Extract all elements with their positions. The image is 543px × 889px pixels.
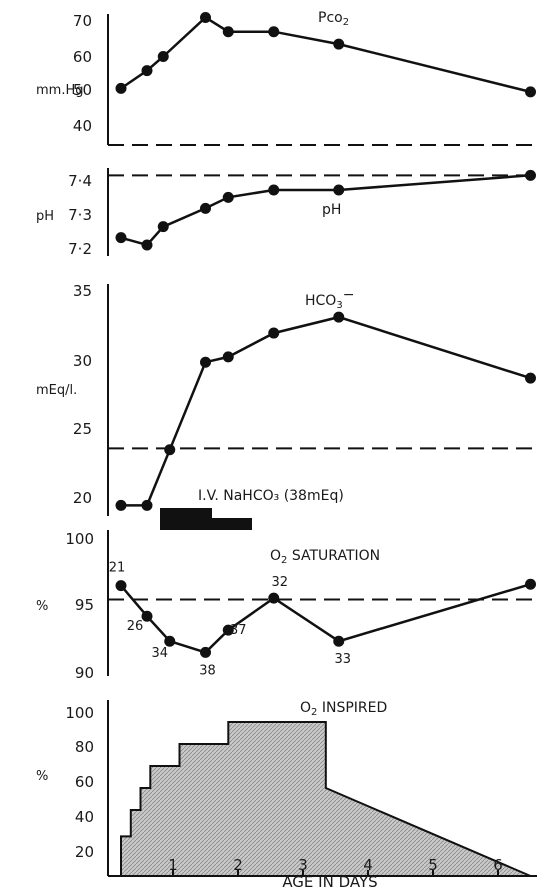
ph-data-point [525, 169, 536, 181]
o2-saturation-data-point [222, 624, 234, 636]
pco2-data-point [157, 50, 169, 62]
ph-y-tick: 7·2 [68, 240, 92, 258]
o2-saturation-data-point [115, 580, 127, 592]
ph-data-point [222, 191, 234, 203]
o2-saturation-data-point [333, 635, 345, 647]
hco3-data-point [115, 499, 127, 511]
x-axis-tick-label: 3 [298, 856, 308, 874]
o2-saturation-data-point [200, 646, 211, 658]
o2-saturation-y-tick: 90 [75, 664, 94, 682]
o2-inspired-area [120, 721, 531, 877]
o2-inspired-y-tick: 40 [75, 808, 94, 826]
hco3-panel: 35 30 25 20 mEq/l. HCO3− I.V. NaHCO₃ (38… [36, 282, 537, 530]
pco2-data-point [115, 82, 127, 94]
o2-saturation-line [120, 583, 531, 654]
hco3-y-tick: 30 [73, 352, 92, 370]
x-axis-tick-label: 6 [493, 856, 503, 874]
pco2-y-tick: 50 [73, 81, 92, 99]
o2-saturation-point-label: 26 [127, 619, 144, 634]
x-axis-ticks [172, 870, 499, 876]
ph-data-point [268, 184, 280, 196]
o2-saturation-y-tick: 95 [75, 596, 94, 614]
o2-saturation-panel: 100 95 90 % O2 SATURATION 21 26 34 38 37 32 33 [36, 530, 537, 682]
pco2-y-tick: 40 [73, 117, 92, 135]
o2-saturation-point-label: 38 [199, 663, 216, 678]
x-axis-tick-label: 5 [428, 856, 438, 874]
ph-data-point [200, 202, 211, 214]
ph-data-point [141, 239, 153, 251]
nahco3-infusion-bar [212, 518, 252, 530]
pco2-data-point [525, 86, 536, 98]
o2-inspired-title: O2 INSPIRED [300, 700, 387, 718]
ph-y-label: pH [36, 209, 54, 224]
pco2-series-label: Pco2 [318, 10, 349, 28]
o2-saturation-point-label: 33 [334, 652, 351, 667]
hco3-data-point [268, 327, 280, 339]
pco2-data-point [268, 26, 280, 38]
pco2-data-point [141, 65, 153, 77]
pco2-data-point [222, 26, 234, 38]
hco3-y-tick: 25 [73, 420, 92, 438]
o2-saturation-y-label: % [36, 599, 48, 614]
o2-inspired-y-tick: 100 [65, 704, 94, 722]
pco2-y-tick: 60 [73, 48, 92, 66]
ph-data-point [157, 221, 169, 233]
o2-saturation-point-label: 37 [230, 623, 247, 638]
o2-saturation-title: O2 SATURATION [270, 548, 380, 566]
o2-saturation-data-point [268, 592, 280, 604]
x-axis-label: AGE IN DAYS [282, 873, 377, 889]
o2-inspired-y-tick: 80 [75, 738, 94, 756]
ph-series-label: pH [322, 202, 341, 218]
hco3-data-point [333, 311, 345, 323]
ph-y-tick: 7·3 [68, 206, 92, 224]
o2-saturation-data-point [525, 578, 536, 590]
pco2-data-point [200, 12, 211, 24]
x-axis-tick-label: 1 [168, 856, 178, 874]
hco3-data-point [222, 351, 234, 363]
o2-saturation-point-label: 34 [151, 646, 168, 661]
pco2-panel: 70 60 50 40 mm.Hg Pco2 [36, 10, 537, 146]
ph-y-tick: 7·4 [68, 172, 92, 190]
ph-data-point [333, 184, 345, 196]
hco3-data-point [141, 499, 153, 511]
ph-data-point [115, 232, 127, 244]
nahco3-infusion-label: I.V. NaHCO₃ (38mEq) [198, 488, 344, 504]
o2-saturation-y-tick: 100 [65, 530, 94, 548]
x-axis-tick-label: 4 [363, 856, 373, 874]
o2-saturation-point-label: 32 [271, 575, 288, 590]
x-axis-tick-label: 2 [233, 856, 243, 874]
o2-inspired-y-label: % [36, 769, 48, 784]
o2-inspired-y-tick: 60 [75, 773, 94, 791]
hco3-data-point [164, 444, 176, 456]
o2-inspired-panel: 100 80 60 40 20 % O2 INSPIRED 1 2 3 4 5 … [36, 700, 537, 889]
o2-saturation-data-point [141, 610, 153, 622]
o2-saturation-data-point [164, 635, 176, 647]
hco3-data-point [200, 356, 211, 368]
pco2-data-point [333, 38, 345, 50]
pco2-y-label: mm.Hg [36, 83, 84, 98]
nahco3-infusion-bar [160, 508, 212, 530]
hco3-y-label: mEq/l. [36, 383, 77, 398]
ph-panel: 7·4 7·3 7·2 pH pH [36, 168, 537, 258]
o2-inspired-y-tick: 20 [75, 843, 94, 861]
o2-saturation-point-label: 21 [109, 561, 126, 576]
pco2-line [120, 15, 531, 94]
hco3-y-tick: 35 [73, 282, 92, 300]
hco3-y-tick: 20 [73, 489, 92, 507]
hco3-series-label: HCO3− [305, 287, 354, 311]
hco3-data-point [525, 372, 536, 384]
pco2-y-tick: 70 [73, 12, 92, 30]
hco3-line [121, 315, 531, 507]
